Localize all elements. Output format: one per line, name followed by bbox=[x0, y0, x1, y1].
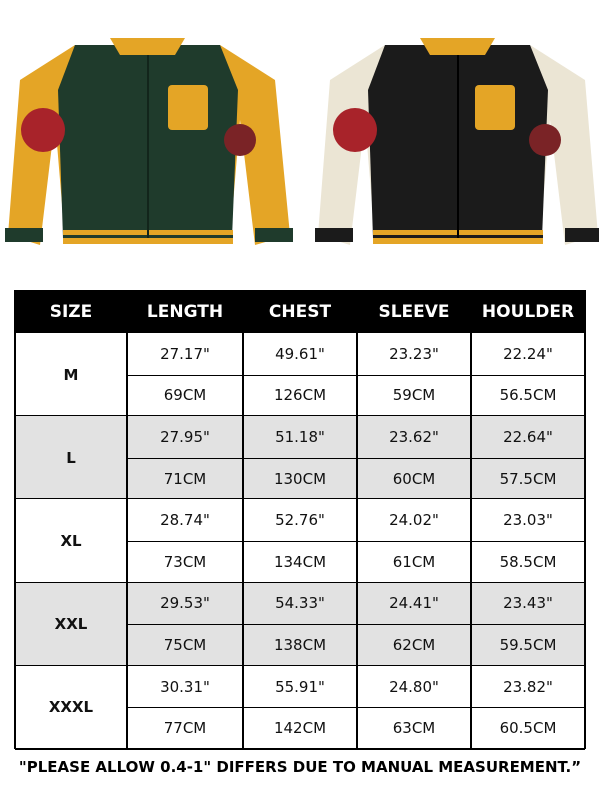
header-cell: LENGTH bbox=[127, 290, 243, 333]
value-cell: 27.17" bbox=[127, 333, 243, 375]
value-cell: 23.43" bbox=[471, 582, 585, 625]
size-cell: XXL bbox=[15, 582, 127, 666]
header-cell: SIZE bbox=[15, 290, 127, 333]
value-cell: 60CM bbox=[357, 457, 471, 500]
column-divider bbox=[584, 290, 586, 749]
product-photo bbox=[5, 38, 599, 245]
value-cell: 61CM bbox=[357, 541, 471, 583]
value-cell: 23.23" bbox=[357, 333, 471, 375]
value-cell: 24.80" bbox=[357, 665, 471, 708]
header-cell: CHEST bbox=[243, 290, 357, 333]
value-cell: 60.5CM bbox=[471, 707, 585, 749]
value-cell: 29.53" bbox=[127, 582, 243, 625]
value-cell: 69CM bbox=[127, 374, 243, 417]
value-cell: 23.62" bbox=[357, 416, 471, 458]
note: "PLEASE ALLOW 0.4-1" DIFFERS DUE TO MANU… bbox=[18, 758, 582, 776]
value-cell: 28.74" bbox=[127, 499, 243, 541]
value-cell: 27.95" bbox=[127, 416, 243, 458]
size-cell: XL bbox=[15, 499, 127, 583]
value-cell: 142CM bbox=[243, 707, 357, 749]
value-cell: 54.33" bbox=[243, 582, 357, 625]
value-cell: 59CM bbox=[357, 374, 471, 417]
green-jacket bbox=[5, 38, 293, 245]
value-cell: 52.76" bbox=[243, 499, 357, 541]
size-cell: M bbox=[15, 333, 127, 417]
value-cell: 126CM bbox=[243, 374, 357, 417]
table-border bbox=[15, 290, 585, 292]
value-cell: 134CM bbox=[243, 541, 357, 583]
black-jacket bbox=[315, 38, 599, 245]
value-cell: 63CM bbox=[357, 707, 471, 749]
value-cell: 55.91" bbox=[243, 665, 357, 708]
value-cell: 49.61" bbox=[243, 333, 357, 375]
value-cell: 56.5CM bbox=[471, 374, 585, 417]
value-cell: 73CM bbox=[127, 541, 243, 583]
value-cell: 23.03" bbox=[471, 499, 585, 541]
value-cell: 22.24" bbox=[471, 333, 585, 375]
value-cell: 30.31" bbox=[127, 665, 243, 708]
value-cell: 22.64" bbox=[471, 416, 585, 458]
header-cell: SLEEVE bbox=[357, 290, 471, 333]
value-cell: 75CM bbox=[127, 624, 243, 666]
value-cell: 57.5CM bbox=[471, 457, 585, 500]
value-cell: 24.02" bbox=[357, 499, 471, 541]
column-divider bbox=[14, 290, 16, 749]
value-cell: 62CM bbox=[357, 624, 471, 666]
value-cell: 51.18" bbox=[243, 416, 357, 458]
value-cell: 138CM bbox=[243, 624, 357, 666]
header-cell: HOULDER bbox=[471, 290, 585, 333]
value-cell: 71CM bbox=[127, 457, 243, 500]
value-cell: 58.5CM bbox=[471, 541, 585, 583]
column-divider bbox=[242, 290, 244, 749]
column-divider bbox=[356, 290, 358, 749]
value-cell: 130CM bbox=[243, 457, 357, 500]
value-cell: 23.82" bbox=[471, 665, 585, 708]
value-cell: 59.5CM bbox=[471, 624, 585, 666]
column-divider bbox=[126, 290, 128, 749]
size-cell: L bbox=[15, 416, 127, 500]
size-cell: XXXL bbox=[15, 665, 127, 749]
group-divider bbox=[15, 748, 585, 750]
value-cell: 77CM bbox=[127, 707, 243, 749]
column-divider bbox=[470, 290, 472, 749]
value-cell: 24.41" bbox=[357, 582, 471, 625]
